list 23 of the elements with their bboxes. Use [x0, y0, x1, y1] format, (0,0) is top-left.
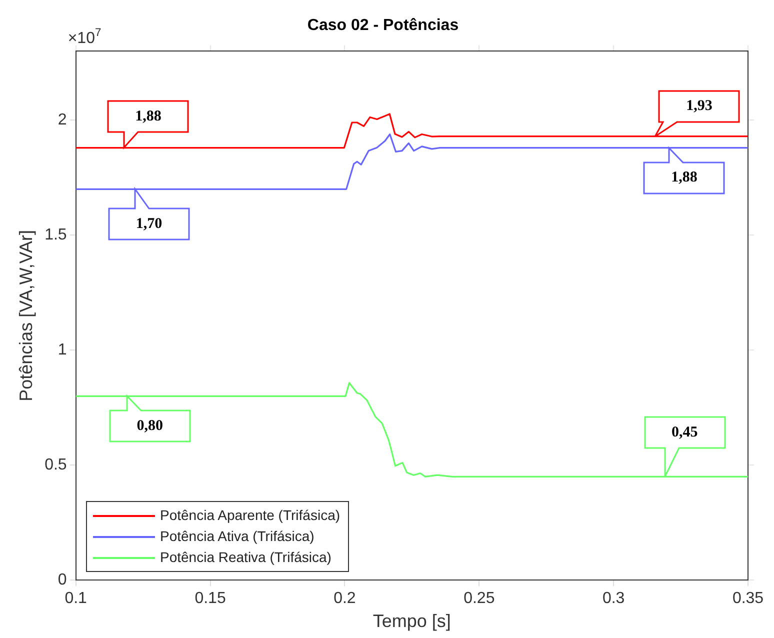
chart-title: Caso 02 - Potências [307, 17, 459, 34]
y-tick-label: 0 [58, 572, 67, 589]
x-tick-label: 0.25 [464, 590, 495, 608]
annotation: 1,70 [136, 216, 162, 232]
annotation: 0,80 [136, 418, 164, 434]
x-tick-label: 0.3 [602, 590, 625, 608]
annotation: 1,88 [135, 108, 162, 125]
annotation: 0,45 [672, 424, 698, 441]
y-axis-title: Potências [VA,W,VAr] [16, 230, 36, 402]
legend-label: Potência Reativa (Trifásica) [160, 548, 332, 567]
y-tick-label: 2 [58, 112, 67, 129]
legend-label: Potência Ativa (Trifásica) [160, 527, 314, 546]
x-tick-label: 0.35 [732, 590, 764, 608]
annotation: 1,88 [671, 170, 698, 186]
y-tick-label: 0.5 [44, 456, 67, 474]
x-axis-title: Tempo [s] [372, 611, 451, 632]
x-tick-label: 0.15 [194, 590, 226, 608]
y-tick-label: 1.5 [44, 226, 67, 244]
x-tick-label: 0.1 [64, 590, 88, 608]
legend-label: Potência Aparente (Trifásica) [160, 506, 340, 525]
x-tick-label: 0.2 [334, 590, 356, 608]
y-tick-label: 1 [58, 342, 67, 359]
annotation: 1,93 [686, 98, 712, 114]
